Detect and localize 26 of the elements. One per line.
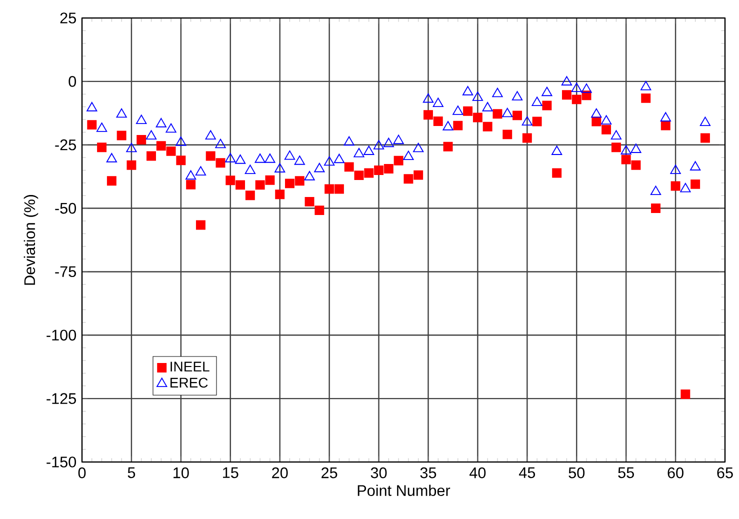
y-tick-label: -150 (46, 456, 76, 468)
x-axis-title: Point Number (358, 484, 450, 496)
x-tick-label: 55 (618, 467, 634, 478)
y-tick-label: 25 (60, 12, 76, 24)
x-tick-label: 20 (272, 467, 288, 478)
y-tick-label: -25 (55, 139, 76, 150)
x-tick-label: 30 (370, 467, 387, 478)
x-tick-label: 5 (128, 467, 136, 478)
x-tick-label: 25 (322, 467, 338, 478)
x-tick-label: 10 (174, 467, 189, 478)
legend-label: INEEL (170, 362, 210, 372)
y-axis-title: Deviation (%) (24, 194, 38, 285)
y-tick-label: 0 (68, 76, 76, 87)
x-tick-label: 45 (518, 467, 536, 478)
x-tick-label: 60 (668, 467, 684, 478)
x-tick-label: 65 (717, 467, 733, 478)
legend-label: EREC (170, 378, 208, 388)
x-tick-label: 40 (470, 467, 486, 478)
y-tick-label: -75 (55, 266, 76, 278)
x-tick-label: 15 (223, 467, 238, 478)
y-tick-label: -125 (46, 393, 76, 404)
x-tick-label: 0 (78, 467, 86, 478)
y-tick-label: -50 (55, 202, 76, 214)
y-tick-label: -100 (46, 330, 76, 341)
x-tick-label: 50 (568, 467, 585, 478)
x-tick-label: 35 (420, 467, 436, 478)
